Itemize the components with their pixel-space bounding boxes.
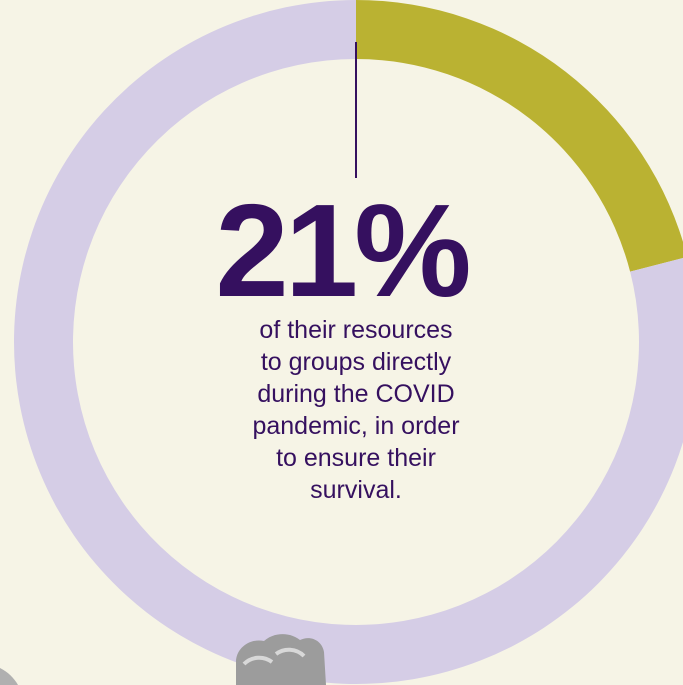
fist-image: [0, 634, 326, 685]
donut-ring: [14, 0, 683, 684]
percentage-caption: of their resources to groups directly du…: [252, 316, 460, 504]
donut-slice-highlight: [356, 0, 683, 272]
percentage-value: 21%: [215, 177, 471, 324]
